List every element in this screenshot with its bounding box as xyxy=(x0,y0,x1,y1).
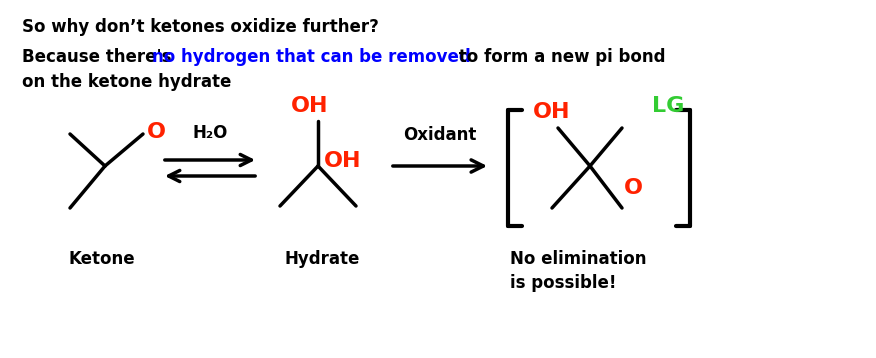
Text: O: O xyxy=(147,122,166,142)
Text: So why don’t ketones oxidize further?: So why don’t ketones oxidize further? xyxy=(22,18,379,36)
Text: Because there's: Because there's xyxy=(22,48,177,66)
Text: No elimination
is possible!: No elimination is possible! xyxy=(510,250,646,292)
Text: on the ketone hydrate: on the ketone hydrate xyxy=(22,73,231,91)
Text: O: O xyxy=(624,178,643,198)
Text: H₂O: H₂O xyxy=(193,124,228,142)
Text: Oxidant: Oxidant xyxy=(403,126,477,144)
Text: no hydrogen that can be removed: no hydrogen that can be removed xyxy=(152,48,470,66)
Text: Ketone: Ketone xyxy=(68,250,135,268)
Text: OH: OH xyxy=(291,96,328,116)
Text: Hydrate: Hydrate xyxy=(285,250,360,268)
Text: to form a new pi bond: to form a new pi bond xyxy=(453,48,666,66)
Text: OH: OH xyxy=(533,102,571,122)
Text: OH: OH xyxy=(324,151,362,171)
Text: LG: LG xyxy=(652,96,684,116)
